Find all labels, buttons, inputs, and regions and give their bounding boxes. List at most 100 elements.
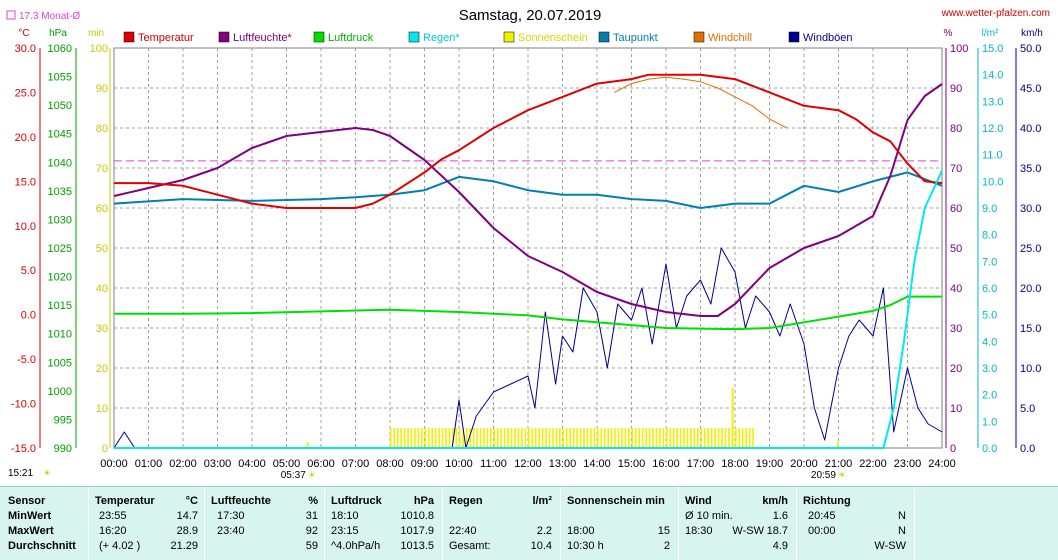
time-left: 15:21 xyxy=(8,468,33,479)
x-tick-label: 22:00 xyxy=(859,458,887,470)
sunshine-bar xyxy=(614,428,616,448)
y-tick-sunshine: 60 xyxy=(96,203,108,215)
y-tick-humidity: 70 xyxy=(950,163,962,175)
y-tick-pressure: 1020 xyxy=(48,272,72,284)
stats-dir-time: 20:45 xyxy=(808,510,836,522)
y-tick-wind: 0.0 xyxy=(1020,443,1035,455)
stats-wind-value: 4.9 xyxy=(772,540,788,552)
sunshine-bar xyxy=(496,428,499,448)
sunshine-bar xyxy=(752,428,754,448)
unit-rain: l/m² xyxy=(982,28,999,39)
sunshine-bar xyxy=(528,428,530,448)
y-tick-sunshine: 30 xyxy=(96,323,108,335)
sunshine-bar xyxy=(548,428,551,448)
x-tick-label: 20:00 xyxy=(790,458,818,470)
sunshine-bar xyxy=(710,428,713,448)
sunshine-bar xyxy=(690,428,692,448)
sunshine-bar xyxy=(631,428,634,448)
stats-temp-value: 21.29 xyxy=(170,540,198,552)
sunset-label: 20:59 xyxy=(811,470,836,481)
x-tick-label: 06:00 xyxy=(307,458,335,470)
sunrise-icon: ☀ xyxy=(308,470,316,480)
sunrise-label: 05:37 xyxy=(281,470,306,481)
legend: Temperatur Luftfeuchte* Luftdruck Regen* Son… xyxy=(123,31,853,44)
y-tick-wind: 15.0 xyxy=(1020,323,1041,335)
sunshine-bar xyxy=(666,428,668,448)
sunshine-bar xyxy=(610,428,613,448)
sunshine-bar xyxy=(672,428,675,448)
y-tick-rain: 6.0 xyxy=(982,283,997,295)
stats-sun-time: 18:00 xyxy=(567,525,595,537)
x-tick-label: 16:00 xyxy=(652,458,680,470)
legend-label: Regen* xyxy=(423,32,460,44)
stats-divider xyxy=(324,487,325,560)
stats-divider xyxy=(204,487,205,560)
sunshine-bar xyxy=(659,428,661,448)
stats-wind-dir: W-SW xyxy=(732,525,764,537)
sunshine-bar xyxy=(662,428,665,448)
sunshine-bar xyxy=(724,428,727,448)
stats-header-temp-unit: °C xyxy=(185,495,198,507)
month-avg-label: 17.3 Monat-Ø xyxy=(19,11,80,22)
stats-temp-time: (+ 4.02 ) xyxy=(99,540,141,552)
stats-temp-value: 28.9 xyxy=(176,525,198,537)
y-tick-pressure: 1055 xyxy=(48,72,72,84)
site-link[interactable]: www.wetter-pfalzen.com xyxy=(941,8,1050,19)
y-tick-pressure: 1030 xyxy=(48,214,72,226)
y-tick-rain: 12.0 xyxy=(982,123,1003,135)
sunshine-bar xyxy=(679,428,682,448)
y-tick-pressure: 1060 xyxy=(48,43,72,55)
stats-header-temp: Temperatur xyxy=(95,495,155,507)
chart-title: Samstag, 20.07.2019 xyxy=(459,7,602,24)
y-tick-pressure: 995 xyxy=(54,414,72,426)
month-avg-icon xyxy=(6,10,16,20)
y-tick-pressure: 1025 xyxy=(48,243,72,255)
legend-label: Windchill xyxy=(708,32,752,44)
sunshine-bar xyxy=(721,428,723,448)
y-tick-sunshine: 40 xyxy=(96,283,108,295)
y-tick-rain: 1.0 xyxy=(982,416,997,428)
sunshine-bar xyxy=(652,428,654,448)
y-tick-pressure: 1045 xyxy=(48,129,72,141)
x-tick-label: 07:00 xyxy=(342,458,370,470)
sunshine-bar xyxy=(586,428,589,448)
sunshine-bar xyxy=(700,428,703,448)
stats-header-wind: Wind xyxy=(685,495,712,507)
x-tick-label: 01:00 xyxy=(135,458,163,470)
sunshine-bar xyxy=(510,428,513,448)
sunshine-bar xyxy=(507,428,509,448)
sunshine-bar xyxy=(703,428,706,448)
weather-chart: Samstag, 20.07.2019 www.wetter-pfalzen.c… xyxy=(6,7,1050,481)
x-tick-label: 12:00 xyxy=(514,458,542,470)
stats-divider xyxy=(914,487,915,560)
sunshine-bar xyxy=(728,428,730,448)
x-tick-label: 21:00 xyxy=(825,458,853,470)
y-tick-wind: 5.0 xyxy=(1020,403,1035,415)
legend-swatch xyxy=(313,31,325,43)
sunshine-bar xyxy=(486,428,489,448)
series-windchill xyxy=(614,76,788,129)
sunshine-bar xyxy=(417,428,420,448)
sunshine-bar xyxy=(572,428,575,448)
sunshine-bar xyxy=(559,428,561,448)
sunshine-bar xyxy=(421,428,423,448)
unit-humidity: % xyxy=(944,28,953,39)
sunshine-bar xyxy=(500,428,502,448)
legend-label: Luftfeuchte* xyxy=(233,32,292,44)
series-humidity xyxy=(113,83,943,317)
y-tick-humidity: 20 xyxy=(950,363,962,375)
y-tick-sunshine: 50 xyxy=(96,243,108,255)
sunshine-bar xyxy=(493,428,496,448)
y-tick-temperature: 10.0 xyxy=(15,221,36,233)
stats-temp-time: 23:55 xyxy=(99,510,127,522)
sunshine-bar xyxy=(534,428,537,448)
stats-dir-value: W-SW xyxy=(874,540,906,552)
stats-divider xyxy=(560,487,561,560)
y-tick-temperature: 25.0 xyxy=(15,87,36,99)
stats-wind-value: 1.6 xyxy=(772,510,788,522)
x-tick-label: 13:00 xyxy=(549,458,577,470)
y-tick-pressure: 1015 xyxy=(48,300,72,312)
stats-press-time: 23:15 xyxy=(331,525,359,537)
y-tick-wind: 10.0 xyxy=(1020,363,1041,375)
y-tick-wind: 50.0 xyxy=(1020,43,1041,55)
